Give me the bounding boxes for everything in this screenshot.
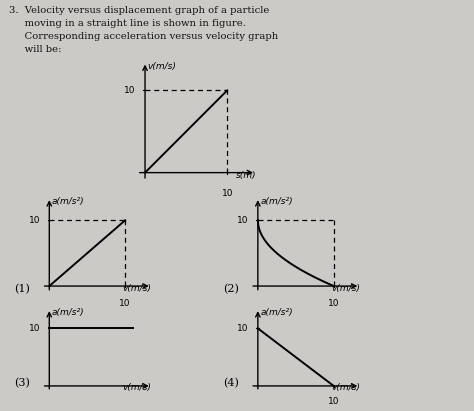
Text: 10: 10 (29, 324, 40, 333)
Text: 10: 10 (237, 216, 249, 225)
Text: a(m/s²): a(m/s²) (260, 197, 293, 206)
Text: v(m/s): v(m/s) (123, 284, 152, 293)
Text: 10: 10 (119, 299, 131, 308)
Text: v(m/s): v(m/s) (331, 383, 360, 392)
Text: (2): (2) (223, 284, 238, 294)
Text: (1): (1) (14, 284, 30, 294)
Text: (3): (3) (14, 378, 30, 388)
Text: 10: 10 (124, 86, 135, 95)
Text: v(m/s): v(m/s) (147, 62, 176, 71)
Text: 10: 10 (29, 216, 40, 225)
Text: a(m/s²): a(m/s²) (52, 197, 84, 206)
Text: 10: 10 (221, 189, 233, 198)
Text: v(m/s): v(m/s) (331, 284, 360, 293)
Text: 10: 10 (328, 397, 339, 406)
Text: (4): (4) (223, 378, 238, 388)
Text: 10: 10 (328, 299, 339, 308)
Text: 10: 10 (237, 324, 249, 333)
Text: 3.  Velocity versus displacement graph of a particle
     moving in a straight l: 3. Velocity versus displacement graph of… (9, 6, 279, 54)
Text: s(m): s(m) (236, 171, 256, 180)
Text: v(m/s): v(m/s) (123, 383, 152, 392)
Text: a(m/s²): a(m/s²) (52, 308, 84, 317)
Text: a(m/s²): a(m/s²) (260, 308, 293, 317)
